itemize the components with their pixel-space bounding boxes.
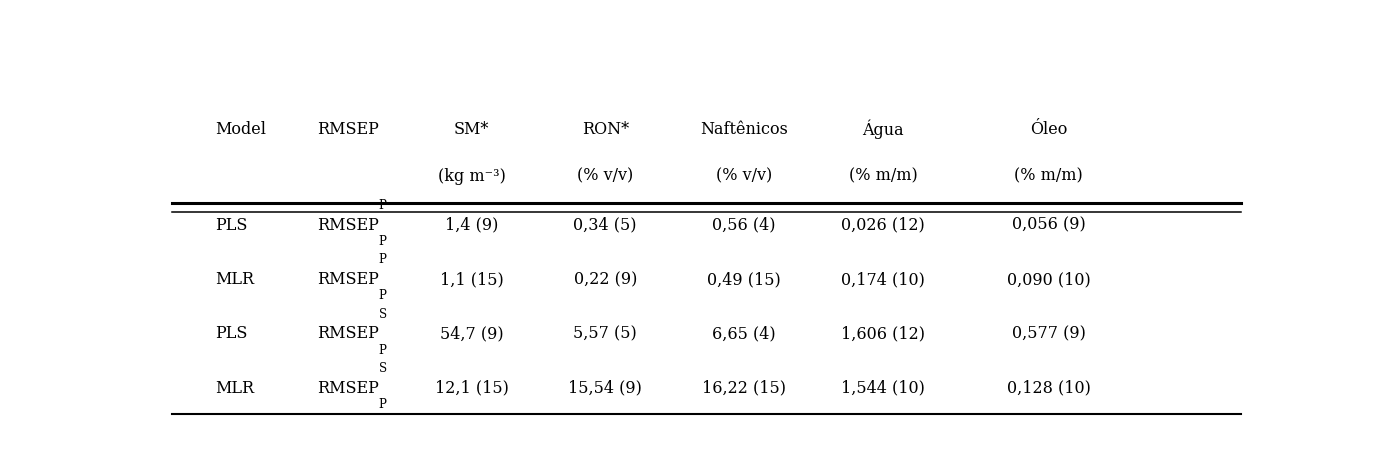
Text: P: P xyxy=(379,398,386,411)
Text: Óleo: Óleo xyxy=(1030,121,1067,138)
Text: RON*: RON* xyxy=(582,121,629,138)
Text: Naftênicos: Naftênicos xyxy=(701,121,787,138)
Text: Água: Água xyxy=(862,119,903,139)
Text: S: S xyxy=(379,308,386,321)
Text: 0,56 (4): 0,56 (4) xyxy=(713,217,776,234)
Text: (% m/m): (% m/m) xyxy=(848,168,917,185)
Text: PLS: PLS xyxy=(215,217,247,234)
Text: 16,22 (15): 16,22 (15) xyxy=(702,380,786,397)
Text: 1,1 (15): 1,1 (15) xyxy=(440,271,503,288)
Text: RMSEP: RMSEP xyxy=(317,217,378,234)
Text: 0,49 (15): 0,49 (15) xyxy=(707,271,781,288)
Text: 6,65 (4): 6,65 (4) xyxy=(713,325,776,342)
Text: 1,606 (12): 1,606 (12) xyxy=(841,325,925,342)
Text: 0,577 (9): 0,577 (9) xyxy=(1012,325,1085,342)
Text: (kg m⁻³): (kg m⁻³) xyxy=(437,168,506,185)
Text: S: S xyxy=(379,362,386,375)
Text: 0,128 (10): 0,128 (10) xyxy=(1007,380,1091,397)
Text: 0,174 (10): 0,174 (10) xyxy=(841,271,925,288)
Text: Model: Model xyxy=(215,121,266,138)
Text: (% v/v): (% v/v) xyxy=(576,168,633,185)
Text: 0,090 (10): 0,090 (10) xyxy=(1007,271,1091,288)
Text: PLS: PLS xyxy=(215,325,247,342)
Text: P: P xyxy=(379,235,386,248)
Text: 0,056 (9): 0,056 (9) xyxy=(1012,217,1085,234)
Text: 0,34 (5): 0,34 (5) xyxy=(574,217,637,234)
Text: 1,4 (9): 1,4 (9) xyxy=(445,217,498,234)
Text: RMSEP: RMSEP xyxy=(317,121,378,138)
Text: (% m/m): (% m/m) xyxy=(1015,168,1083,185)
Text: 1,544 (10): 1,544 (10) xyxy=(841,380,925,397)
Text: RMSEP: RMSEP xyxy=(317,325,378,342)
Text: (% v/v): (% v/v) xyxy=(716,168,772,185)
Text: 12,1 (15): 12,1 (15) xyxy=(434,380,509,397)
Text: P: P xyxy=(379,344,386,357)
Text: SM*: SM* xyxy=(454,121,490,138)
Text: 0,22 (9): 0,22 (9) xyxy=(574,271,637,288)
Text: 54,7 (9): 54,7 (9) xyxy=(440,325,503,342)
Text: RMSEP: RMSEP xyxy=(317,380,378,397)
Text: P: P xyxy=(379,289,386,302)
Text: 15,54 (9): 15,54 (9) xyxy=(568,380,643,397)
Text: P: P xyxy=(379,253,386,266)
Text: MLR: MLR xyxy=(215,271,254,288)
Text: P: P xyxy=(379,199,386,212)
Text: MLR: MLR xyxy=(215,380,254,397)
Text: 0,026 (12): 0,026 (12) xyxy=(841,217,925,234)
Text: 5,57 (5): 5,57 (5) xyxy=(574,325,637,342)
Text: RMSEP: RMSEP xyxy=(317,271,378,288)
